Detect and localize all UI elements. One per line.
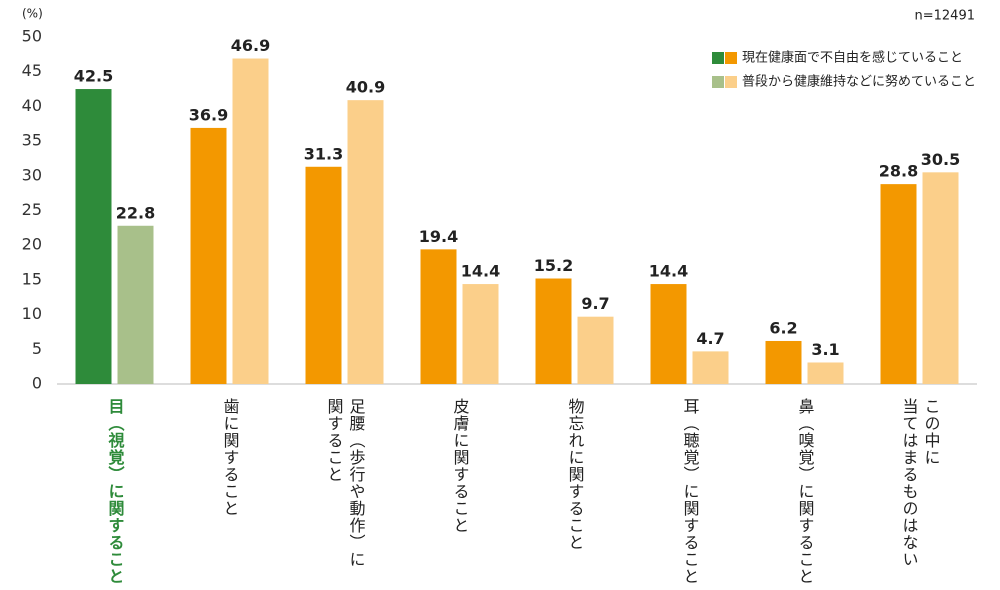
bar	[807, 362, 844, 384]
value-label: 15.2	[534, 256, 573, 275]
value-label: 4.7	[696, 329, 724, 348]
value-label: 22.8	[116, 203, 155, 222]
y-tick-label: 30	[22, 165, 42, 184]
legend-swatch	[725, 52, 737, 64]
value-label: 28.8	[879, 162, 918, 181]
y-unit: (%)	[22, 7, 43, 21]
value-label: 19.4	[419, 227, 458, 246]
y-tick-label: 10	[22, 304, 42, 323]
value-label: 36.9	[189, 105, 228, 124]
bar	[420, 249, 457, 384]
bar	[347, 100, 384, 385]
x-tick-label: 物忘れに関すること	[565, 398, 585, 551]
sample-note: n=12491	[915, 9, 976, 24]
value-label: 30.5	[921, 150, 960, 169]
x-tick-label: 足腰（歩行や動作）に 関すること	[324, 398, 366, 568]
value-label: 42.5	[74, 67, 113, 86]
value-label: 46.9	[231, 36, 270, 55]
value-label: 9.7	[581, 294, 609, 313]
bar	[305, 166, 342, 384]
value-label: 3.1	[811, 340, 839, 359]
bar	[692, 351, 729, 384]
bar	[577, 316, 614, 384]
legend-swatch	[725, 76, 737, 88]
y-tick-label: 20	[22, 235, 42, 254]
bar	[232, 58, 269, 384]
value-label: 6.2	[769, 318, 797, 337]
legend-label: 普段から健康維持などに努めていること	[742, 74, 976, 90]
bar	[117, 225, 154, 384]
value-label: 14.4	[461, 262, 500, 281]
bar	[650, 284, 687, 384]
bar	[190, 127, 227, 384]
y-tick-label: 0	[32, 374, 42, 393]
y-tick-label: 5	[32, 339, 42, 358]
x-tick-label: 鼻（嗅覚）に関すること	[795, 398, 815, 585]
y-tick-label: 35	[22, 131, 42, 150]
y-tick-label: 25	[22, 200, 42, 219]
x-tick-label: 耳（聴覚）に関すること	[680, 398, 700, 585]
bar	[880, 184, 917, 384]
x-tick-label: 歯に関すること	[220, 398, 240, 517]
bar	[462, 284, 499, 384]
legend-swatch	[712, 76, 724, 88]
bar	[75, 89, 112, 385]
bar	[922, 172, 959, 384]
value-label: 40.9	[346, 78, 385, 97]
x-tick-label: 目（視覚）に関すること	[105, 398, 125, 585]
y-tick-label: 40	[22, 96, 42, 115]
x-tick-label: この中に 当てはまるものはない	[899, 398, 941, 568]
legend-label: 現在健康面で不自由を感じていること	[742, 50, 963, 66]
y-tick-label: 45	[22, 61, 42, 80]
y-tick-label: 15	[22, 269, 42, 288]
legend-swatch	[712, 52, 724, 64]
value-label: 31.3	[304, 144, 343, 163]
bar	[535, 278, 572, 384]
bar	[765, 340, 802, 384]
y-tick-label: 50	[22, 27, 42, 46]
x-tick-label: 皮膚に関すること	[450, 398, 470, 534]
value-label: 14.4	[649, 262, 688, 281]
